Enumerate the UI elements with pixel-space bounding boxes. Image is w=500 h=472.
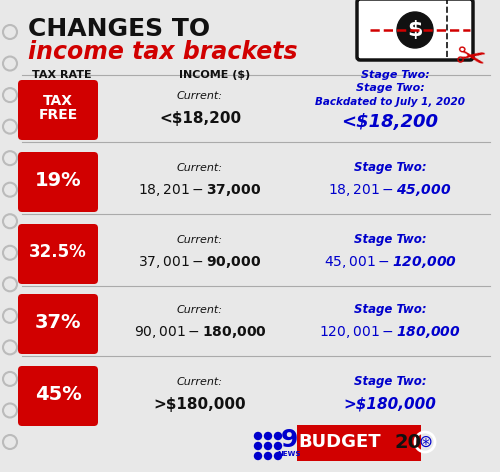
- Circle shape: [264, 453, 272, 460]
- FancyBboxPatch shape: [18, 366, 98, 426]
- Text: Stage Two:: Stage Two:: [354, 376, 426, 388]
- Text: NEWS: NEWS: [278, 451, 300, 457]
- Text: Current:: Current:: [177, 163, 223, 173]
- FancyBboxPatch shape: [18, 294, 98, 354]
- Text: Stage Two:: Stage Two:: [354, 303, 426, 317]
- Text: $18,201-$37,000: $18,201-$37,000: [138, 182, 262, 198]
- Text: CHANGES TO: CHANGES TO: [28, 17, 210, 41]
- Text: 37%: 37%: [35, 312, 81, 331]
- Text: <$18,200: <$18,200: [342, 113, 438, 131]
- Text: Stage Two:: Stage Two:: [356, 83, 424, 93]
- FancyBboxPatch shape: [297, 425, 421, 461]
- Circle shape: [254, 443, 262, 449]
- Text: Current:: Current:: [177, 377, 223, 387]
- Text: INCOME ($): INCOME ($): [180, 70, 250, 80]
- Circle shape: [254, 453, 262, 460]
- FancyBboxPatch shape: [18, 152, 98, 212]
- FancyBboxPatch shape: [357, 0, 473, 60]
- Text: $37,001-$90,000: $37,001-$90,000: [138, 254, 262, 270]
- Circle shape: [274, 453, 281, 460]
- Text: >$180,000: >$180,000: [154, 396, 246, 412]
- Text: ✂: ✂: [452, 41, 488, 79]
- Text: $18,201-$45,000: $18,201-$45,000: [328, 182, 452, 198]
- Text: TAX RATE: TAX RATE: [32, 70, 92, 80]
- Text: Current:: Current:: [177, 305, 223, 315]
- Text: $90,001-$180,000: $90,001-$180,000: [134, 324, 266, 340]
- Text: >$180,000: >$180,000: [344, 396, 436, 412]
- Text: BUDGET: BUDGET: [298, 433, 382, 451]
- Text: Stage Two:: Stage Two:: [360, 70, 430, 80]
- Circle shape: [397, 12, 433, 48]
- Text: ⊛: ⊛: [418, 433, 432, 451]
- FancyBboxPatch shape: [18, 224, 98, 284]
- Text: $120,001-$180,000: $120,001-$180,000: [319, 324, 461, 340]
- Text: Stage Two:: Stage Two:: [354, 161, 426, 175]
- Text: Backdated to July 1, 2020: Backdated to July 1, 2020: [315, 97, 465, 107]
- Text: $: $: [407, 20, 423, 40]
- Circle shape: [274, 443, 281, 449]
- Text: 32.5%: 32.5%: [29, 243, 87, 261]
- Text: 20: 20: [394, 432, 421, 452]
- FancyBboxPatch shape: [18, 80, 98, 140]
- Text: Current:: Current:: [177, 91, 223, 101]
- Text: Current:: Current:: [177, 235, 223, 245]
- Circle shape: [254, 432, 262, 439]
- Circle shape: [264, 432, 272, 439]
- Text: TAX
FREE: TAX FREE: [38, 94, 78, 122]
- Text: 9: 9: [280, 428, 297, 452]
- Text: $45,001-$120,000: $45,001-$120,000: [324, 254, 456, 270]
- Text: <$18,200: <$18,200: [159, 110, 241, 126]
- Text: Stage Two:: Stage Two:: [354, 234, 426, 246]
- Circle shape: [264, 443, 272, 449]
- Text: 45%: 45%: [34, 385, 82, 404]
- Text: 19%: 19%: [34, 170, 82, 189]
- Circle shape: [274, 432, 281, 439]
- Text: income tax brackets: income tax brackets: [28, 40, 297, 64]
